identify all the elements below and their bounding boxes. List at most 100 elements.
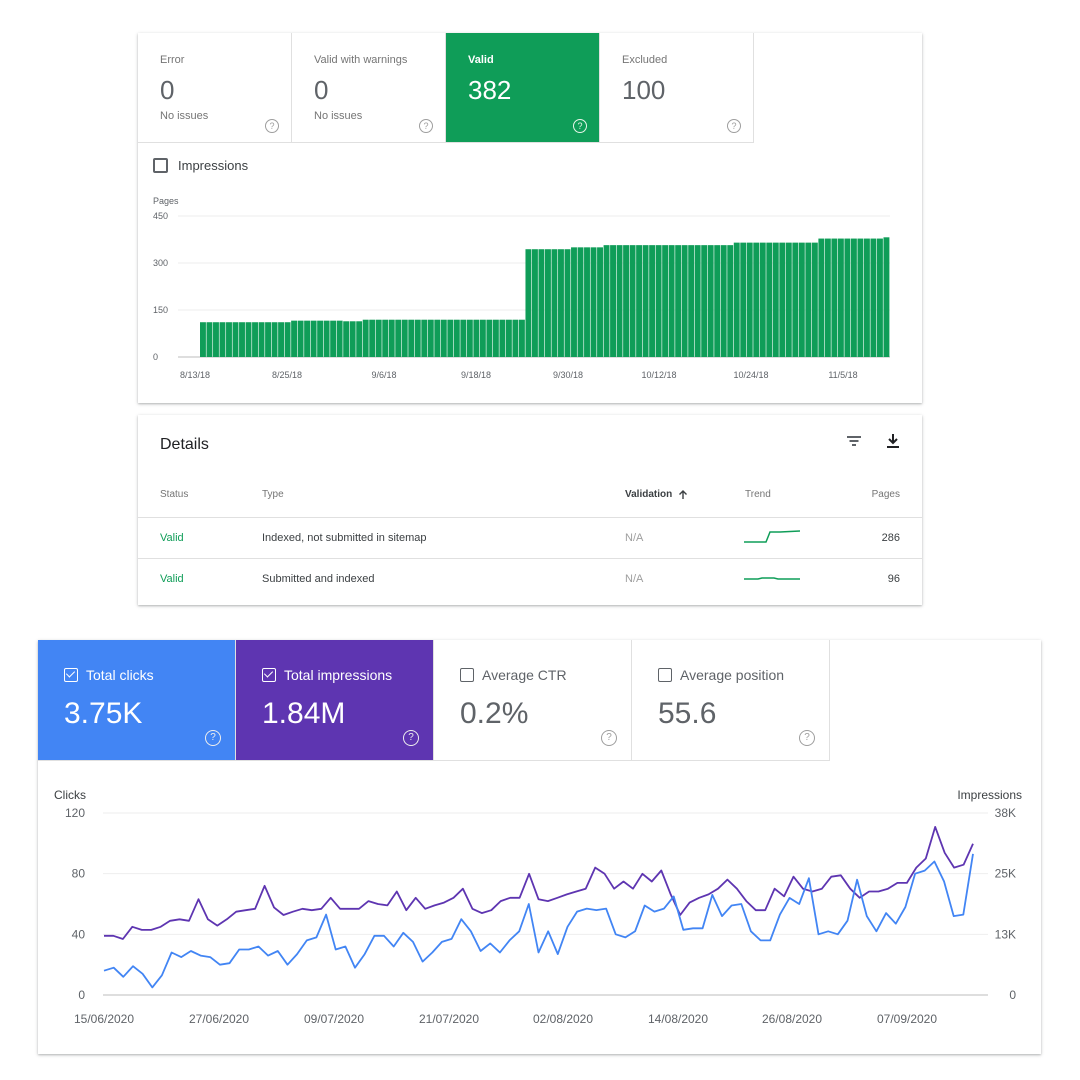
trend-sparkline bbox=[744, 577, 800, 580]
bar bbox=[525, 249, 532, 357]
bar bbox=[388, 319, 395, 357]
row-validation: N/A bbox=[625, 573, 644, 585]
tile-label: Total clicks bbox=[86, 667, 154, 683]
row-type: Indexed, not submitted in sitemap bbox=[262, 532, 427, 544]
tile-total-impressions[interactable]: Total impressions 1.84M ? bbox=[236, 640, 434, 761]
tile-average-position[interactable]: Average position 55.6 ? bbox=[632, 640, 830, 761]
y-tick-label: 150 bbox=[153, 305, 168, 315]
bar bbox=[512, 319, 519, 357]
bar bbox=[453, 319, 460, 357]
help-icon[interactable]: ? bbox=[799, 730, 815, 746]
coverage-bar-chart: Pages 0 150 300 450 8/13/18 8/25/18 9/6/18 9/18/… bbox=[153, 196, 890, 380]
details-title: Details bbox=[160, 436, 209, 453]
bar bbox=[239, 322, 245, 357]
bar bbox=[688, 245, 695, 357]
x-tick-label: 07/09/2020 bbox=[877, 1012, 937, 1026]
table-row[interactable]: Valid Submitted and indexed N/A 96 bbox=[138, 558, 922, 600]
bar bbox=[271, 322, 278, 357]
bar bbox=[518, 319, 525, 357]
row-status: Valid bbox=[160, 532, 184, 544]
bar bbox=[818, 238, 825, 357]
bar bbox=[597, 247, 603, 357]
bar bbox=[304, 320, 311, 357]
bar bbox=[232, 322, 239, 357]
bar bbox=[323, 320, 330, 357]
tile-value: 55.6 bbox=[658, 697, 717, 730]
checkbox-icon[interactable] bbox=[153, 158, 168, 173]
tile-total-clicks[interactable]: Total clicks 3.75K ? bbox=[38, 640, 236, 761]
row-pages: 96 bbox=[887, 573, 900, 585]
bar bbox=[675, 245, 682, 357]
tile-sub: No issues bbox=[314, 110, 363, 122]
tile-valid[interactable]: Valid 382 ? bbox=[446, 33, 600, 143]
bar bbox=[427, 319, 434, 357]
bar bbox=[473, 319, 480, 357]
bar bbox=[798, 242, 805, 357]
x-tick-label: 8/13/18 bbox=[180, 370, 210, 380]
tile-error[interactable]: Error 0 No issues ? bbox=[138, 33, 292, 143]
checkbox-icon[interactable] bbox=[658, 668, 672, 682]
bar bbox=[343, 321, 350, 357]
bar bbox=[714, 245, 721, 357]
y-tick-label-right: 38K bbox=[995, 806, 1016, 820]
help-icon[interactable]: ? bbox=[205, 730, 221, 746]
tile-value: 0 bbox=[314, 75, 329, 105]
sort-arrow-up-icon[interactable] bbox=[678, 489, 688, 500]
coverage-card: Error 0 No issues ? Valid with warnings … bbox=[138, 33, 922, 403]
impressions-label: Impressions bbox=[178, 158, 249, 173]
bar bbox=[811, 242, 818, 357]
bar bbox=[642, 245, 649, 357]
help-icon[interactable]: ? bbox=[573, 119, 587, 133]
bar bbox=[564, 249, 571, 357]
impressions-checkbox[interactable]: Impressions bbox=[153, 158, 248, 173]
tile-value: 3.75K bbox=[64, 697, 143, 730]
bar bbox=[545, 249, 551, 357]
metric-tiles: Total clicks 3.75K ? Total impressions 1… bbox=[38, 640, 830, 761]
y-tick-label: 300 bbox=[153, 258, 168, 268]
bar bbox=[584, 247, 590, 357]
filter-icon[interactable] bbox=[846, 433, 862, 447]
x-tick-label: 9/6/18 bbox=[371, 370, 396, 380]
help-icon[interactable]: ? bbox=[601, 730, 617, 746]
table-row[interactable]: Valid Indexed, not submitted in sitemap … bbox=[138, 517, 922, 559]
bar bbox=[629, 245, 636, 357]
x-tick-label: 15/06/2020 bbox=[74, 1012, 134, 1026]
bar bbox=[746, 242, 753, 357]
bar bbox=[382, 319, 389, 357]
tile-valid-with-warnings[interactable]: Valid with warnings 0 No issues ? bbox=[292, 33, 446, 143]
bar bbox=[492, 319, 499, 357]
bar bbox=[707, 245, 714, 357]
help-icon[interactable]: ? bbox=[727, 119, 741, 133]
bar bbox=[349, 321, 356, 357]
y-tick-label-left: 80 bbox=[72, 867, 86, 881]
x-tick-label: 10/12/18 bbox=[641, 370, 676, 380]
col-type: Type bbox=[262, 489, 284, 500]
x-tick-label: 10/24/18 bbox=[733, 370, 768, 380]
bar bbox=[837, 238, 844, 357]
download-icon[interactable] bbox=[886, 433, 900, 449]
bar bbox=[655, 245, 662, 357]
help-icon[interactable]: ? bbox=[403, 730, 419, 746]
help-icon[interactable]: ? bbox=[265, 119, 279, 133]
bar bbox=[740, 242, 747, 357]
bar bbox=[200, 322, 206, 357]
bar bbox=[720, 245, 727, 357]
tile-label: Valid bbox=[468, 54, 494, 66]
bar bbox=[505, 319, 512, 357]
bar bbox=[870, 238, 877, 357]
bar bbox=[805, 242, 812, 357]
checkbox-icon[interactable] bbox=[460, 668, 474, 682]
row-status: Valid bbox=[160, 573, 184, 585]
checkbox-checked-icon[interactable] bbox=[262, 668, 276, 682]
x-tick-label: 9/30/18 bbox=[553, 370, 583, 380]
bar bbox=[317, 320, 324, 357]
tile-label-wrap: Average CTR bbox=[460, 667, 567, 683]
tile-excluded[interactable]: Excluded 100 ? bbox=[600, 33, 754, 143]
col-validation[interactable]: Validation bbox=[625, 489, 688, 500]
help-icon[interactable]: ? bbox=[419, 119, 433, 133]
tile-label-wrap: Total clicks bbox=[64, 667, 154, 683]
bar bbox=[668, 245, 675, 357]
checkbox-checked-icon[interactable] bbox=[64, 668, 78, 682]
tile-average-ctr[interactable]: Average CTR 0.2% ? bbox=[434, 640, 632, 761]
y-axis-label-right: Impressions bbox=[957, 788, 1022, 802]
